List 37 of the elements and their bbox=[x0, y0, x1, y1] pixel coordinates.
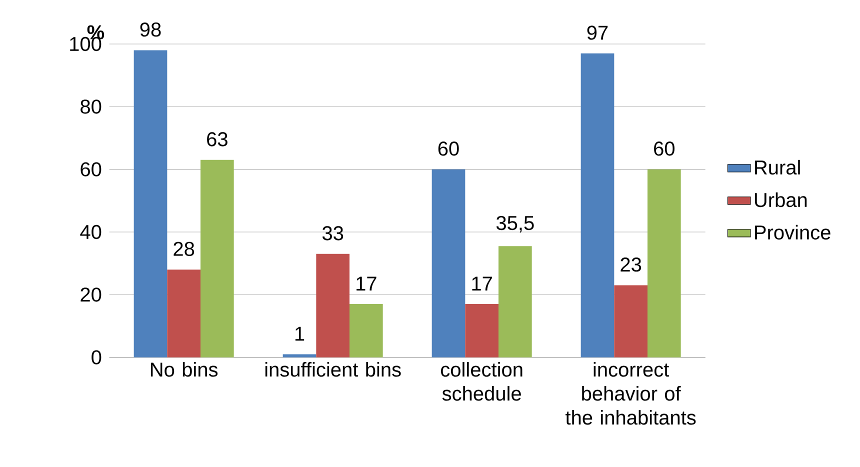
bar bbox=[316, 254, 350, 358]
data-label: 63 bbox=[207, 132, 228, 146]
x-tick-label: insufficient bins bbox=[265, 362, 401, 377]
y-tick-label: 0 bbox=[92, 350, 102, 365]
y-tick-label: 60 bbox=[80, 162, 102, 177]
legend-label: Province bbox=[755, 225, 830, 240]
bar bbox=[167, 270, 201, 358]
bar bbox=[648, 170, 681, 358]
data-label: 17 bbox=[356, 276, 376, 291]
data-label: 33 bbox=[322, 226, 344, 240]
bar bbox=[432, 170, 466, 358]
data-label: 28 bbox=[174, 242, 194, 256]
data-label: 60 bbox=[654, 142, 674, 156]
data-label: 98 bbox=[140, 22, 161, 37]
data-label: 35,5 bbox=[496, 216, 534, 233]
y-tick-label: 100 bbox=[70, 37, 102, 52]
bar bbox=[134, 50, 168, 358]
y-tick-label: 40 bbox=[80, 225, 102, 240]
x-tick-label: No bins bbox=[151, 362, 218, 377]
x-tick-label: collection schedule bbox=[441, 362, 522, 401]
legend-label: Rural bbox=[755, 160, 800, 175]
bar bbox=[580, 54, 614, 358]
bar bbox=[614, 285, 648, 358]
y-tick-label: 20 bbox=[80, 288, 102, 302]
bar bbox=[498, 246, 532, 358]
x-tick-label: incorrect behavior of the inhabitants bbox=[566, 362, 696, 425]
y-tick-label: 80 bbox=[80, 100, 102, 114]
data-label: 1 bbox=[295, 327, 304, 341]
bar bbox=[200, 160, 234, 358]
data-label: 17 bbox=[472, 276, 492, 291]
bar bbox=[465, 304, 498, 358]
data-label: 97 bbox=[587, 26, 608, 40]
bar bbox=[282, 354, 316, 358]
data-label: 60 bbox=[438, 142, 459, 156]
data-label: 23 bbox=[620, 258, 642, 272]
bar bbox=[350, 304, 383, 358]
legend-label: Urban bbox=[754, 192, 807, 208]
